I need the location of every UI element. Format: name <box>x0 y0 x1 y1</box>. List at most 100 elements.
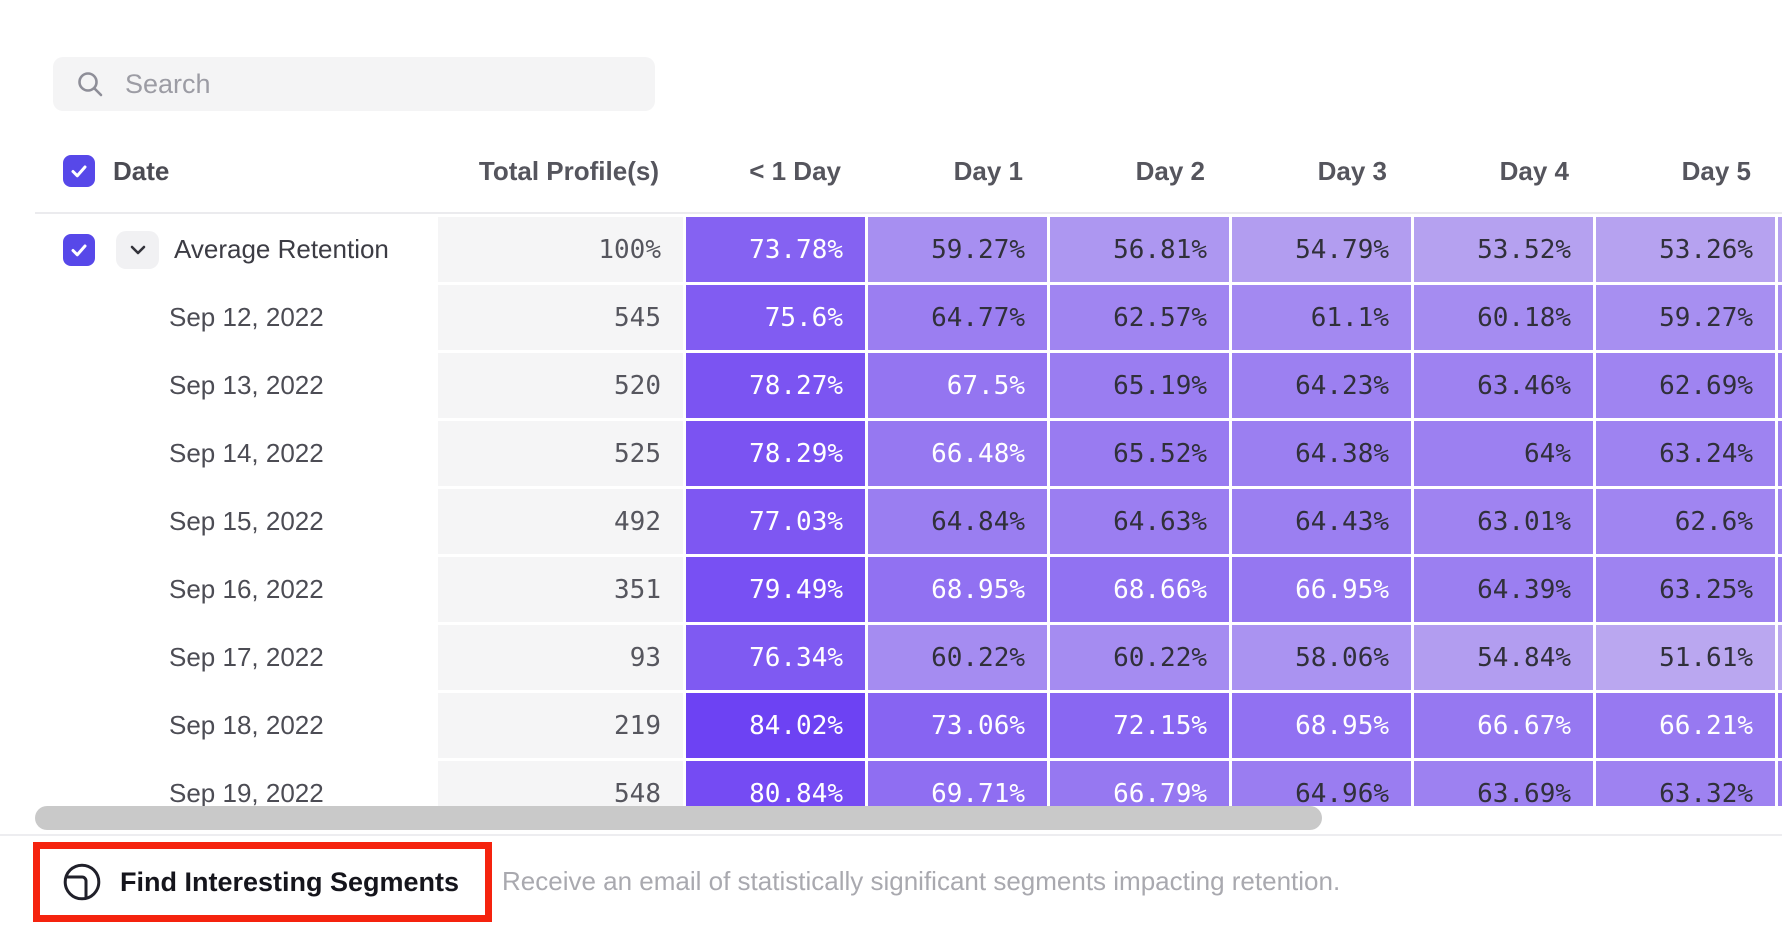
retention-heatmap-cell[interactable]: 78.29% <box>686 421 865 486</box>
retention-heatmap-cell[interactable]: 66.79% <box>1050 761 1229 806</box>
row-label-text: Sep 16, 2022 <box>169 574 324 604</box>
chevron-down-icon <box>130 245 145 254</box>
total-profiles-cell: 492 <box>438 489 683 554</box>
retention-heatmap-cell[interactable]: 66.67% <box>1414 693 1593 758</box>
retention-heatmap-cell[interactable]: 80.84% <box>686 761 865 806</box>
retention-heatmap-cell[interactable]: 77.03% <box>686 489 865 554</box>
retention-heatmap-cell[interactable]: 65.19% <box>1050 353 1229 418</box>
retention-heatmap-cell[interactable]: 79.49% <box>686 557 865 622</box>
table-row: Sep 15, 2022 492 77.03% 64.84% 64.63% 64.43% 6… <box>35 489 1782 554</box>
retention-heatmap-cell[interactable]: 58.06% <box>1232 625 1411 690</box>
row-label-average-retention[interactable]: Average Retention <box>35 217 435 282</box>
retention-heatmap-cell[interactable]: 63.24% <box>1596 421 1775 486</box>
table-row: Average Retention 100% 73.78% 59.27% 56.81% 5… <box>35 217 1782 282</box>
retention-heatmap-cell[interactable]: 63.46% <box>1414 353 1593 418</box>
clipped-next-column-cell <box>1778 693 1782 758</box>
total-profiles-cell: 100% <box>438 217 683 282</box>
column-header-day-2: Day 2 <box>1135 155 1205 186</box>
annotation-highlight-red-box: Find Interesting Segments <box>33 842 492 922</box>
row-label-date[interactable]: Sep 14, 2022 <box>35 421 435 486</box>
search-bar[interactable] <box>53 57 655 111</box>
retention-heatmap-cell[interactable]: 63.32% <box>1596 761 1775 806</box>
retention-heatmap-cell[interactable]: 68.66% <box>1050 557 1229 622</box>
retention-heatmap-cell[interactable]: 66.48% <box>868 421 1047 486</box>
retention-heatmap-cell[interactable]: 62.69% <box>1596 353 1775 418</box>
retention-heatmap-cell[interactable]: 62.57% <box>1050 285 1229 350</box>
row-label-text: Average Retention <box>174 234 389 264</box>
table-row: Sep 18, 2022 219 84.02% 73.06% 72.15% 68.95% 6… <box>35 693 1782 758</box>
retention-heatmap-cell[interactable]: 53.26% <box>1596 217 1775 282</box>
retention-heatmap-cell[interactable]: 60.22% <box>868 625 1047 690</box>
retention-heatmap-cell[interactable]: 51.61% <box>1596 625 1775 690</box>
retention-heatmap-cell[interactable]: 59.27% <box>1596 285 1775 350</box>
retention-heatmap-cell[interactable]: 66.95% <box>1232 557 1411 622</box>
table-row: Sep 17, 2022 93 76.34% 60.22% 60.22% 58.06% 54… <box>35 625 1782 690</box>
table-row: Sep 14, 2022 525 78.29% 66.48% 65.52% 64.38% 6… <box>35 421 1782 486</box>
retention-heatmap-cell[interactable]: 64.63% <box>1050 489 1229 554</box>
retention-heatmap-cell[interactable]: 60.18% <box>1414 285 1593 350</box>
retention-heatmap-cell[interactable]: 64.38% <box>1232 421 1411 486</box>
retention-heatmap-cell[interactable]: 73.78% <box>686 217 865 282</box>
column-header-day-4: Day 4 <box>1499 155 1569 186</box>
row-label-text: Sep 14, 2022 <box>169 438 324 468</box>
retention-heatmap-cell[interactable]: 75.6% <box>686 285 865 350</box>
horizontal-scrollbar-thumb[interactable] <box>35 806 1322 830</box>
row-label-date[interactable]: Sep 12, 2022 <box>35 285 435 350</box>
section-divider <box>0 834 1782 836</box>
retention-heatmap-cell[interactable]: 78.27% <box>686 353 865 418</box>
retention-table-body: Average Retention 100% 73.78% 59.27% 56.81% 5… <box>35 217 1782 806</box>
clipped-next-column-cell <box>1778 625 1782 690</box>
total-profiles-cell: 219 <box>438 693 683 758</box>
checkmark-icon <box>71 165 87 178</box>
retention-heatmap-cell[interactable]: 60.22% <box>1050 625 1229 690</box>
retention-heatmap-cell[interactable]: 76.34% <box>686 625 865 690</box>
retention-heatmap-cell[interactable]: 64.77% <box>868 285 1047 350</box>
table-row: Sep 16, 2022 351 79.49% 68.95% 68.66% 66.95% 6… <box>35 557 1782 622</box>
retention-heatmap-cell[interactable]: 68.95% <box>1232 693 1411 758</box>
retention-heatmap-cell[interactable]: 56.81% <box>1050 217 1229 282</box>
retention-heatmap-cell[interactable]: 63.01% <box>1414 489 1593 554</box>
retention-heatmap-cell[interactable]: 64% <box>1414 421 1593 486</box>
total-profiles-cell: 93 <box>438 625 683 690</box>
retention-heatmap-cell[interactable]: 72.15% <box>1050 693 1229 758</box>
average-retention-expand-button[interactable] <box>116 230 159 269</box>
header-divider <box>35 212 1782 214</box>
retention-heatmap-cell[interactable]: 65.52% <box>1050 421 1229 486</box>
search-input[interactable] <box>123 67 655 101</box>
row-label-date[interactable]: Sep 16, 2022 <box>35 557 435 622</box>
retention-heatmap-cell[interactable]: 73.06% <box>868 693 1047 758</box>
clipped-next-column-cell <box>1778 761 1782 806</box>
retention-heatmap-cell[interactable]: 67.5% <box>868 353 1047 418</box>
row-label-date[interactable]: Sep 18, 2022 <box>35 693 435 758</box>
clipped-next-column-cell <box>1778 489 1782 554</box>
row-label-date[interactable]: Sep 13, 2022 <box>35 353 435 418</box>
retention-heatmap-cell[interactable]: 64.84% <box>868 489 1047 554</box>
retention-heatmap-cell[interactable]: 64.23% <box>1232 353 1411 418</box>
retention-heatmap-cell[interactable]: 59.27% <box>868 217 1047 282</box>
find-interesting-segments-button[interactable]: Find Interesting Segments <box>40 861 459 903</box>
retention-heatmap-cell[interactable]: 66.21% <box>1596 693 1775 758</box>
row-label-date[interactable]: Sep 15, 2022 <box>35 489 435 554</box>
total-profiles-cell: 520 <box>438 353 683 418</box>
retention-heatmap-cell[interactable]: 63.69% <box>1414 761 1593 806</box>
interesting-segments-icon <box>63 863 101 901</box>
clipped-next-column-cell <box>1778 217 1782 282</box>
retention-heatmap-cell[interactable]: 68.95% <box>868 557 1047 622</box>
retention-heatmap-cell[interactable]: 54.79% <box>1232 217 1411 282</box>
find-segments-description: Receive an email of statistically signif… <box>502 866 1341 896</box>
clipped-next-column-cell <box>1778 421 1782 486</box>
retention-heatmap-cell[interactable]: 64.96% <box>1232 761 1411 806</box>
retention-heatmap-cell[interactable]: 69.71% <box>868 761 1047 806</box>
retention-heatmap-cell[interactable]: 63.25% <box>1596 557 1775 622</box>
retention-heatmap-cell[interactable]: 64.39% <box>1414 557 1593 622</box>
row-label-date[interactable]: Sep 17, 2022 <box>35 625 435 690</box>
row-label-date[interactable]: Sep 19, 2022 <box>35 761 435 806</box>
retention-heatmap-cell[interactable]: 54.84% <box>1414 625 1593 690</box>
average-retention-checkbox[interactable] <box>63 233 95 266</box>
retention-heatmap-cell[interactable]: 84.02% <box>686 693 865 758</box>
retention-heatmap-cell[interactable]: 62.6% <box>1596 489 1775 554</box>
retention-heatmap-cell[interactable]: 64.43% <box>1232 489 1411 554</box>
date-select-all-checkbox[interactable] <box>63 155 95 187</box>
retention-heatmap-cell[interactable]: 61.1% <box>1232 285 1411 350</box>
retention-heatmap-cell[interactable]: 53.52% <box>1414 217 1593 282</box>
